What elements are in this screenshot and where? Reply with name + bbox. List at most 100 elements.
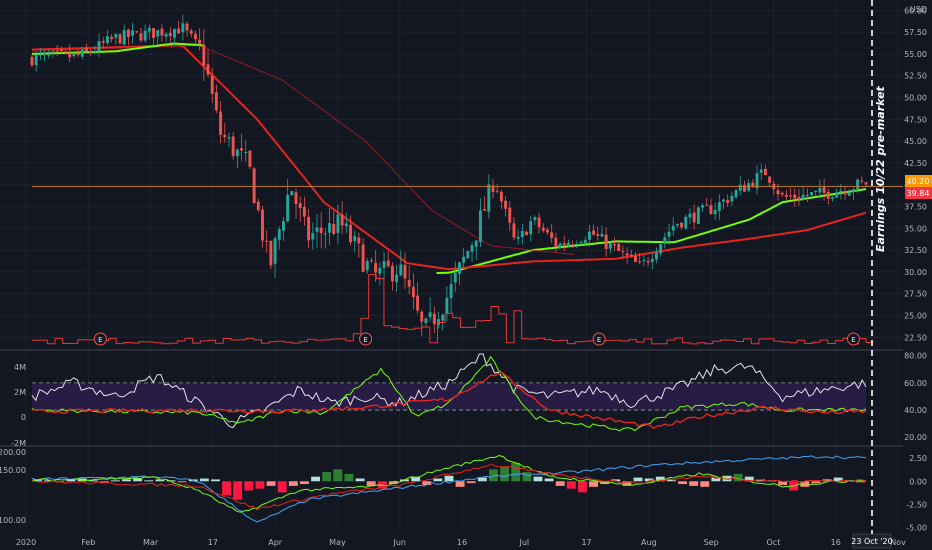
rsi-pane[interactable]	[31, 353, 867, 432]
candle-body	[139, 33, 143, 41]
macd-tick-label: 2.50	[909, 454, 927, 463]
candle-body	[550, 232, 554, 239]
price-tick-label: 35.00	[904, 224, 927, 233]
macd-bar	[222, 481, 232, 496]
x-tick-label: May	[329, 538, 346, 547]
macd-bar	[44, 480, 54, 482]
earnings-marker-label: E	[363, 336, 367, 344]
macd-pane[interactable]	[31, 454, 867, 523]
candle-body	[227, 137, 231, 139]
candle-body	[759, 169, 763, 173]
candle-body	[152, 27, 155, 38]
candle-body	[265, 240, 269, 242]
macd-bar	[511, 462, 521, 482]
candle-body	[126, 29, 130, 37]
rsi-tick-label: 40.00	[904, 406, 927, 415]
price-tick-label: 60.00	[904, 6, 927, 15]
price-tick-label: 50.00	[904, 94, 927, 103]
candle-body	[449, 283, 453, 299]
candle-body	[835, 192, 839, 198]
macd-bar	[77, 478, 87, 482]
macd-bar	[244, 481, 254, 491]
candle-body	[776, 190, 780, 195]
candle-body	[269, 241, 273, 266]
candle-body	[248, 150, 252, 167]
candle-body	[768, 176, 772, 183]
rsi-lines	[31, 353, 867, 432]
macd-bar	[144, 480, 154, 482]
candle-body	[671, 225, 675, 231]
candle-body	[851, 189, 855, 192]
macd-series-ma_mid	[31, 463, 867, 511]
candle-body	[810, 192, 813, 196]
rsi-left-label: 0	[21, 413, 26, 422]
candle-body	[797, 196, 801, 200]
macd-tick-label: -5.00	[906, 523, 927, 532]
time-axis[interactable]: 2020 Feb Mar 17 Apr May Jun 16 Jul 17 Aug Sep Oct 16 N…	[16, 538, 906, 547]
candle-body	[143, 30, 147, 41]
price-tick-label: 32.50	[904, 246, 927, 255]
macd-bar	[311, 476, 321, 482]
candle-body	[738, 184, 742, 191]
candle-body	[575, 243, 579, 245]
candle-body	[520, 230, 524, 237]
macd-bar	[444, 475, 454, 482]
candle-body	[478, 210, 482, 242]
earnings-annotation: Earnings 10/22 pre-market	[874, 85, 887, 252]
price-tick-label: 45.00	[904, 137, 927, 146]
candle-body	[596, 233, 600, 236]
candle-body	[566, 242, 570, 246]
x-tick-label: Jun	[392, 538, 406, 547]
candle-body	[164, 33, 168, 37]
candle-body	[118, 34, 122, 44]
candle-body	[805, 194, 809, 196]
macd-bar	[199, 478, 209, 482]
macd-bar	[733, 473, 743, 482]
candle-body	[680, 222, 684, 228]
candle-body	[491, 185, 495, 192]
candle-body	[428, 312, 432, 318]
cursor-date-tag: 23 Oct '20	[851, 533, 893, 549]
macd-left-label: 1150.00	[0, 466, 26, 475]
macd-bar	[322, 472, 332, 482]
macd-bar	[566, 481, 576, 489]
macd-bar	[811, 481, 821, 484]
rsi-axis[interactable]: 80.00 60.00 40.00 20.00	[904, 352, 927, 442]
candle-body	[663, 237, 667, 244]
rsi-band	[32, 382, 866, 411]
candle-body	[386, 260, 390, 267]
candle-body	[546, 229, 549, 233]
candle-body	[814, 190, 818, 192]
rsi-left-label: -2M	[11, 439, 26, 448]
macd-bar	[722, 475, 732, 482]
candle-body	[474, 240, 478, 247]
x-tick-label: 16	[831, 538, 841, 547]
macd-axis[interactable]: 2.50 0.00 -2.50 -5.00	[906, 454, 927, 532]
candle-body	[621, 250, 625, 252]
macd-bar	[822, 479, 832, 482]
macd-bar	[88, 480, 98, 482]
candle-body	[105, 36, 109, 44]
candle-body	[629, 254, 633, 257]
candle-body	[617, 243, 621, 252]
moving-average-ma_mid	[31, 44, 867, 271]
candle-body	[206, 64, 210, 75]
x-tick-label: 2020	[16, 538, 36, 547]
candle-body	[365, 260, 369, 271]
candle-body	[353, 236, 357, 242]
rsi-series-ma_fast	[31, 355, 867, 432]
macd-bar	[800, 481, 810, 487]
candle-body	[554, 237, 558, 247]
price-tick-label: 52.50	[904, 72, 927, 81]
candle-body	[793, 194, 797, 199]
candle-body	[349, 224, 352, 243]
currency-label: USD	[910, 5, 927, 14]
candle-body	[122, 30, 126, 45]
candle-body	[89, 51, 93, 53]
candle-body	[751, 182, 755, 187]
candle-body	[432, 313, 436, 325]
candle-body	[659, 244, 663, 254]
